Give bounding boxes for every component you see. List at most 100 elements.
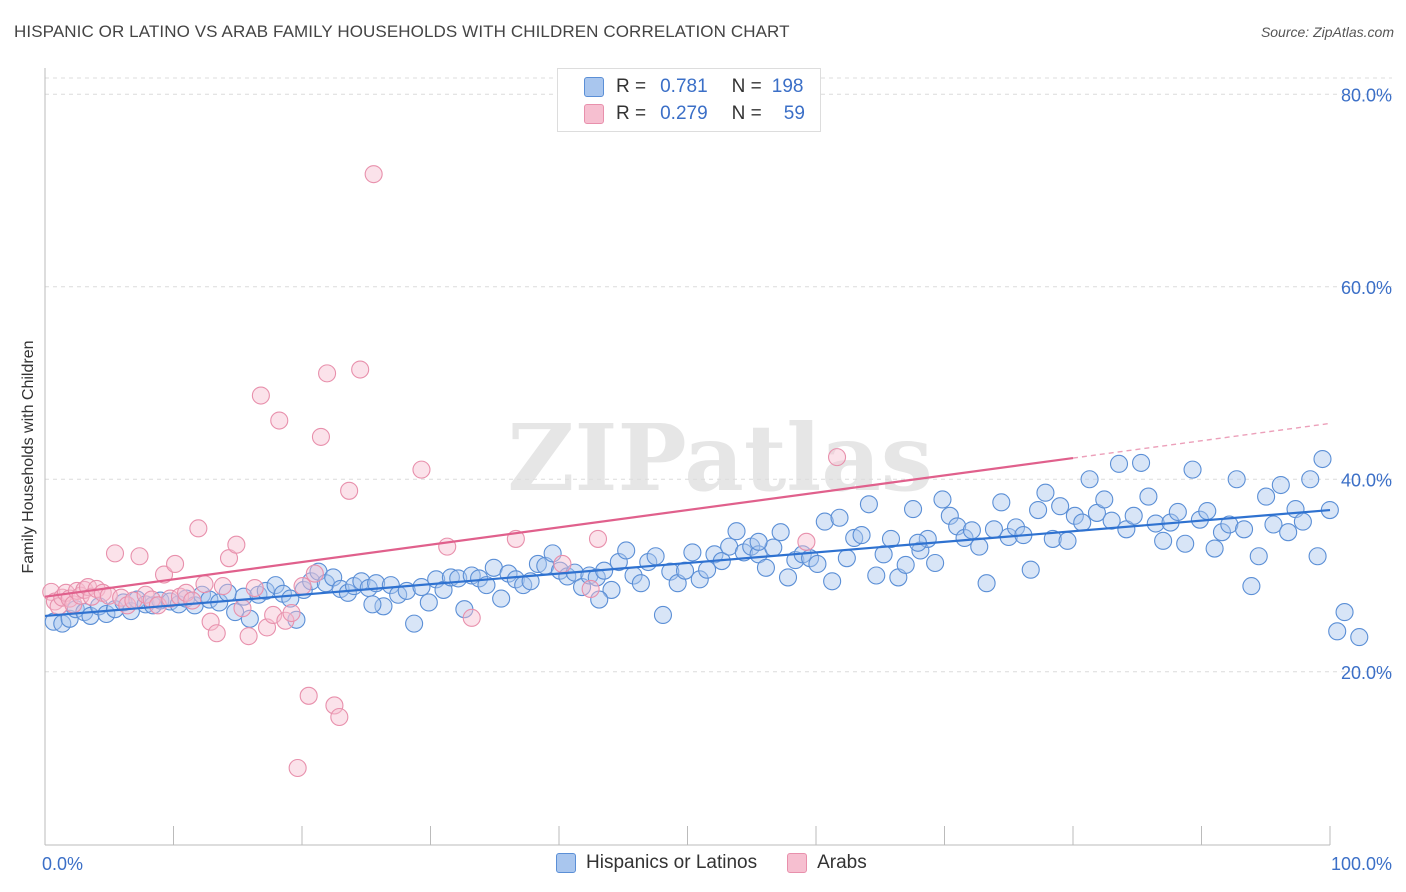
hispanic-point — [1080, 470, 1099, 489]
hispanic-point — [1065, 506, 1084, 525]
hispanic-point — [727, 522, 746, 541]
arab-point — [201, 612, 220, 631]
hispanic-point — [903, 500, 923, 519]
arab-point — [227, 535, 246, 554]
legend-r-label: R = — [616, 103, 647, 124]
arab-point — [588, 529, 608, 548]
hispanic-point — [992, 493, 1011, 512]
hispanic-point — [1043, 529, 1062, 548]
hispanic-point — [1205, 539, 1224, 558]
hispanic-point — [492, 589, 511, 608]
legend-row-arab: R = 0.279 N = 59 — [584, 102, 805, 126]
hispanic-point — [1058, 531, 1077, 550]
hispanic-point — [1124, 506, 1143, 525]
hispanic-point — [1212, 523, 1232, 542]
series-legend: Hispanics or Latinos Arabs — [556, 852, 897, 874]
arab-point — [311, 427, 330, 446]
hispanic-point — [771, 523, 790, 542]
arab-point — [364, 165, 383, 184]
y-axis-label: Family Households with Children — [20, 341, 37, 574]
hispanic-point — [506, 570, 525, 589]
legend-r-value: 0.781 — [660, 76, 708, 97]
hispanic-point — [528, 554, 547, 574]
hispanic-point — [1350, 628, 1369, 647]
hispanic-point — [1242, 577, 1261, 596]
arab-point — [189, 519, 208, 538]
hispanic-point — [698, 560, 717, 579]
arab-point — [462, 608, 481, 627]
hispanic-point — [756, 558, 775, 577]
hispanic-point — [948, 517, 967, 536]
hispanic-point — [1220, 515, 1239, 534]
hispanic-point — [1051, 497, 1070, 516]
legend-swatch-blue — [556, 853, 576, 873]
hispanic-point — [631, 574, 650, 593]
arab-point — [340, 481, 359, 500]
hispanic-point — [1168, 502, 1187, 522]
hispanic-point — [1073, 513, 1092, 532]
arab-point — [207, 624, 226, 643]
legend-item-arab: Arabs — [787, 852, 867, 874]
arab-point — [282, 603, 301, 623]
hispanic-point — [1234, 520, 1254, 539]
hispanic-point — [602, 580, 621, 599]
hispanic-point — [1036, 483, 1055, 502]
arab-point — [797, 532, 816, 551]
hispanic-point — [896, 555, 915, 574]
hispanic-point — [374, 597, 393, 616]
hispanic-point — [1264, 515, 1283, 534]
hispanic-point — [962, 521, 981, 540]
arab-point — [293, 577, 312, 596]
correlation-legend: R = 0.781 N = 198 R = 0.279 N = 59 — [557, 68, 821, 132]
hispanic-point — [587, 568, 606, 587]
hispanic-point — [1021, 560, 1040, 579]
hispanic-point — [926, 553, 945, 573]
hispanic-point — [419, 593, 438, 612]
hispanic-point — [1154, 531, 1173, 550]
arab-point — [136, 585, 155, 604]
legend-n-label: N = — [731, 76, 762, 97]
hispanic-point — [690, 570, 709, 589]
arab-point — [553, 554, 572, 574]
y-tick-label: 60.0% — [1341, 278, 1392, 298]
hispanic-point — [1335, 603, 1354, 622]
arab-point — [183, 591, 202, 610]
hispanic-point — [970, 537, 989, 556]
legend-n-label: N = — [731, 103, 762, 124]
x-tick-label: 0.0% — [42, 854, 83, 874]
legend-n-value: 198 — [771, 76, 804, 97]
hispanic-point — [1257, 487, 1276, 506]
hispanic-point — [1308, 547, 1327, 566]
legend-label-hispanic: Hispanics or Latinos — [586, 852, 758, 873]
hispanic-point — [705, 545, 724, 564]
legend-r-value: 0.279 — [660, 103, 708, 124]
hispanic-point — [1301, 470, 1320, 489]
hispanic-point — [324, 568, 343, 587]
hispanic-point — [786, 551, 805, 570]
arab-point — [318, 364, 337, 383]
hispanic-point — [412, 577, 431, 597]
hispanic-point — [859, 495, 878, 514]
hispanic-point — [405, 614, 424, 633]
hispanic-point — [808, 554, 827, 574]
hispanic-trend-line — [44, 508, 1331, 618]
y-tick-label: 80.0% — [1341, 85, 1392, 105]
hispanic-point — [661, 562, 680, 581]
arab-point — [288, 758, 307, 778]
hispanic-point — [778, 568, 798, 587]
arab-point — [245, 578, 264, 598]
arab-point — [213, 577, 232, 596]
arab-point — [581, 579, 600, 599]
hispanic-point — [933, 490, 952, 509]
legend-label-arab: Arabs — [817, 852, 867, 873]
hispanic-point — [837, 549, 856, 568]
y-tick-label: 20.0% — [1341, 663, 1392, 683]
legend-swatch-pink — [787, 853, 808, 873]
hispanic-point — [1139, 487, 1158, 506]
hispanic-point — [1328, 622, 1347, 641]
legend-swatch-blue — [584, 77, 604, 97]
hispanic-point — [1279, 523, 1298, 542]
hispanic-point — [338, 583, 357, 602]
hispanic-point — [1183, 460, 1202, 479]
